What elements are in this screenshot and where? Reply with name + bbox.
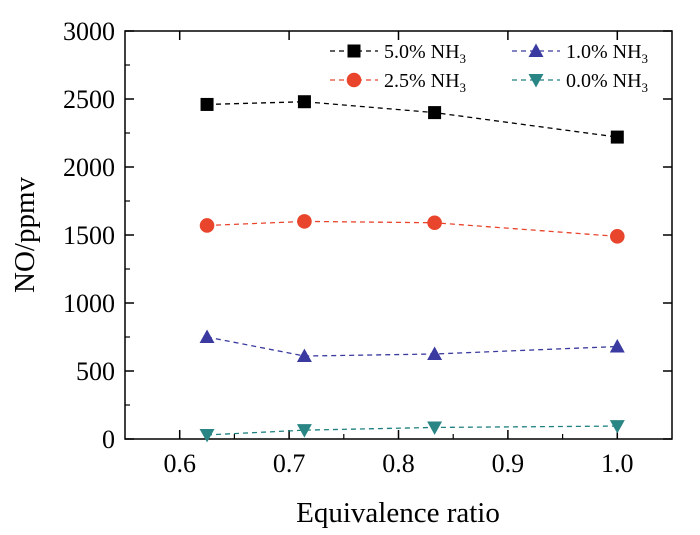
y-axis: 0 500 1000 1500 2000 2500 3000	[63, 17, 672, 454]
data-point	[297, 214, 312, 229]
legend-subscript: 3	[460, 51, 467, 66]
data-point	[428, 106, 442, 120]
x-tick-label: 0.6	[163, 449, 196, 478]
data-point	[297, 95, 311, 109]
x-tick-label: 1.0	[601, 449, 634, 478]
legend: 5.0% NH3 1.0% NH3 2.5% NH3 0.0% NH3	[330, 41, 648, 95]
plot-frame	[124, 30, 673, 440]
legend-entry: 2.5% NH3	[330, 70, 466, 95]
series-line	[207, 220, 618, 238]
series-0	[200, 95, 624, 144]
series-line	[207, 425, 618, 436]
legend-entry: 5.0% NH3	[330, 41, 466, 66]
data-point	[609, 420, 625, 434]
data-point	[427, 346, 443, 360]
y-tick-label: 2000	[63, 153, 115, 182]
y-tick-label: 1000	[63, 289, 115, 318]
legend-label: 5.0% NH3	[384, 41, 466, 66]
legend-subscript: 3	[642, 80, 649, 95]
data-point	[199, 428, 215, 443]
y-axis-title: NO/ppmv	[9, 177, 41, 294]
x-axis-title: Equivalence ratio	[296, 497, 500, 529]
series-line	[207, 101, 618, 138]
x-axis: 0.6 0.7 0.8 0.9 1.0	[163, 31, 634, 478]
legend-subscript: 3	[642, 51, 649, 66]
data-point	[610, 130, 624, 144]
data-point	[609, 339, 625, 353]
y-tick-label: 0	[102, 425, 115, 454]
x-tick-label: 0.7	[273, 449, 306, 478]
data-point	[427, 215, 442, 231]
data-point	[200, 97, 214, 111]
data-point	[199, 329, 215, 343]
legend-marker	[346, 72, 362, 88]
legend-entry: 0.0% NH3	[512, 70, 648, 95]
legend-label: 0.0% NH3	[566, 70, 648, 95]
legend-marker	[347, 44, 361, 58]
data-point	[427, 421, 443, 435]
x-tick-label: 0.9	[492, 449, 525, 478]
y-tick-label: 1500	[63, 221, 115, 250]
series-3	[199, 420, 625, 443]
legend-subscript: 3	[460, 80, 467, 95]
legend-marker	[528, 43, 544, 57]
series-line	[206, 336, 618, 357]
series-1	[199, 214, 625, 244]
y-tick-label: 2500	[63, 85, 115, 114]
y-tick-label: 500	[76, 357, 115, 386]
data-point	[296, 424, 312, 438]
data-point	[199, 218, 215, 233]
legend-label: 1.0% NH3	[566, 41, 648, 66]
data-point	[610, 229, 625, 244]
data-point	[296, 348, 312, 363]
legend-entry: 1.0% NH3	[512, 41, 648, 66]
legend-label: 2.5% NH3	[384, 70, 466, 95]
series-2	[199, 329, 625, 363]
y-tick-label: 3000	[63, 17, 115, 46]
series-layer	[199, 95, 625, 443]
x-tick-label: 0.8	[382, 449, 415, 478]
legend-marker	[528, 74, 544, 88]
